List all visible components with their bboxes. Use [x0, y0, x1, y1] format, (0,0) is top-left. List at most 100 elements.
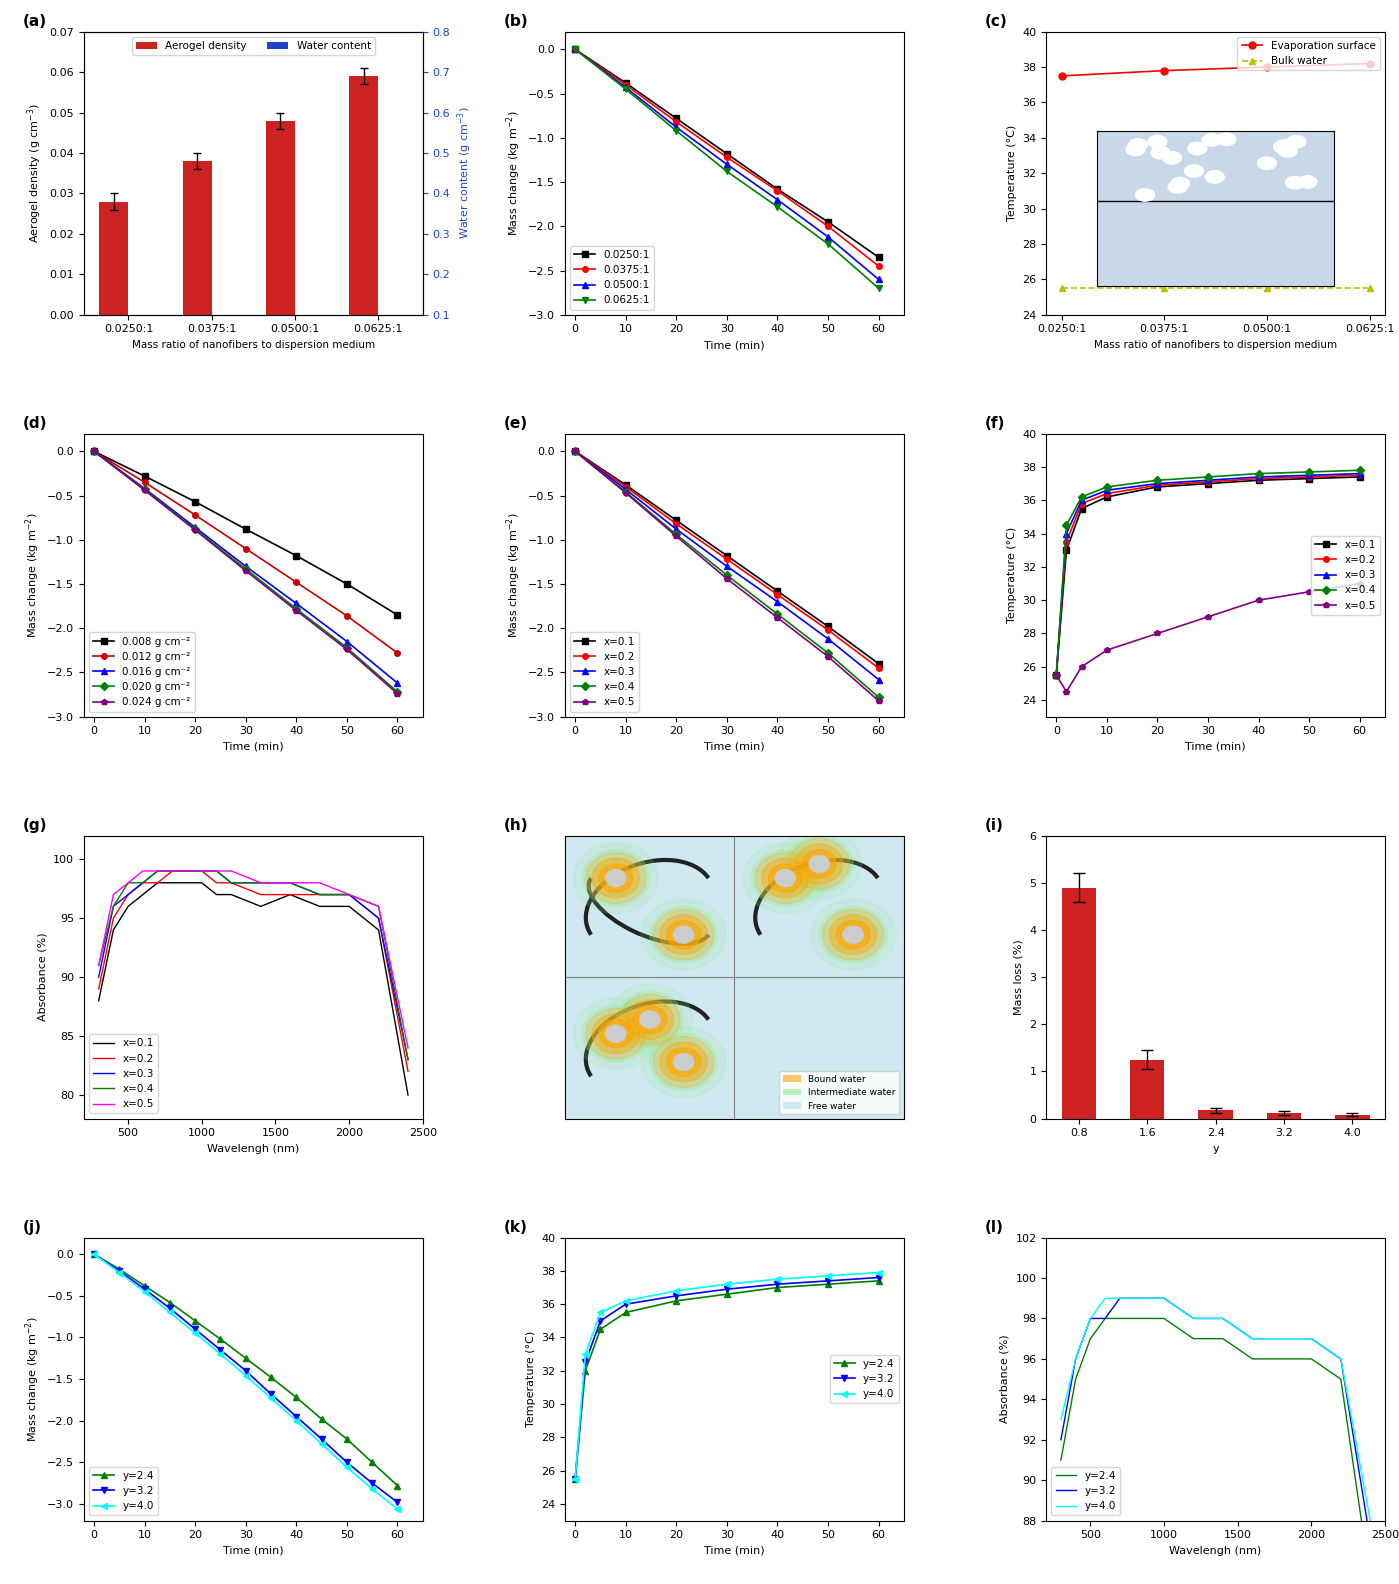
y=3.2 [238, 1361, 255, 1380]
x=0.4 [193, 862, 210, 881]
Evaporation surface [1156, 62, 1172, 81]
y=3.2 [339, 1453, 355, 1472]
0.0375:1 [769, 182, 786, 201]
x=0.2 [1048, 665, 1065, 684]
y=4.0 [1052, 1410, 1069, 1429]
x=0.2 [179, 862, 196, 881]
x=0.4 [311, 885, 327, 904]
0.0625:1 [719, 162, 736, 181]
x=0.3 [120, 885, 137, 904]
x=0.2 [1058, 532, 1074, 551]
Bar [129, 329, 158, 355]
Line: y=3.2: y=3.2 [1060, 1299, 1370, 1541]
Legend: y=2.4, y=3.2, y=4.0: y=2.4, y=3.2, y=4.0 [1052, 1467, 1121, 1516]
y=2.4 [389, 1476, 406, 1495]
x=0.3 [1251, 467, 1267, 486]
Text: (a): (a) [22, 14, 48, 29]
Bar [99, 201, 129, 315]
Text: (j): (j) [22, 1220, 42, 1236]
y=3.2 [1126, 1289, 1143, 1308]
Legend: x=0.1, x=0.2, x=0.3, x=0.4, x=0.5: x=0.1, x=0.2, x=0.3, x=0.4, x=0.5 [90, 1034, 158, 1114]
0.0500:1 [820, 228, 837, 247]
y=3.2 [1332, 1350, 1349, 1369]
Circle shape [625, 1000, 673, 1039]
x=0.4 [134, 873, 151, 892]
x=0.4 [1073, 488, 1090, 507]
y=3.2 [1142, 1289, 1158, 1308]
y=2.4 [592, 1319, 609, 1338]
Circle shape [673, 927, 694, 942]
x=0.1 [400, 1085, 417, 1104]
x=0.2 [150, 873, 166, 892]
y=2.4 [136, 1277, 152, 1296]
x=0.3 [1098, 482, 1115, 501]
Line: 0.024 g cm⁻²: 0.024 g cm⁻² [91, 448, 400, 697]
x=0.2 [870, 659, 887, 678]
Line: Bulk water: Bulk water [1058, 285, 1372, 291]
x=0.2 [1301, 467, 1318, 486]
x=0.4 [281, 873, 298, 892]
0.008 g cm⁻² [288, 546, 305, 565]
Evaporation surface [1259, 57, 1276, 76]
x=0.5 [208, 862, 225, 881]
x=0.3 [208, 862, 225, 881]
y=4.0 [389, 1500, 406, 1519]
y=3.2 [1111, 1289, 1128, 1308]
0.0625:1 [567, 40, 583, 59]
x=0.5 [1199, 607, 1216, 626]
x=0.4 [341, 885, 358, 904]
X-axis label: Time (min): Time (min) [704, 1546, 765, 1555]
Line: x=0.1: x=0.1 [99, 882, 409, 1095]
0.0500:1 [617, 78, 634, 97]
0.020 g cm⁻² [238, 559, 255, 578]
x=0.3 [1301, 466, 1318, 485]
Text: (c): (c) [985, 14, 1007, 29]
x=0.5 [1098, 640, 1115, 659]
Legend: x=0.1, x=0.2, x=0.3, x=0.4, x=0.5: x=0.1, x=0.2, x=0.3, x=0.4, x=0.5 [1311, 535, 1379, 615]
0.0625:1 [870, 279, 887, 298]
Circle shape [599, 1020, 632, 1049]
Circle shape [802, 849, 837, 878]
x=0.5 [1073, 657, 1090, 676]
x=0.2 [281, 885, 298, 904]
0.024 g cm⁻² [85, 442, 102, 461]
x=0.5 [311, 873, 327, 892]
Legend: 0.008 g cm⁻², 0.012 g cm⁻², 0.016 g cm⁻², 0.020 g cm⁻², 0.024 g cm⁻²: 0.008 g cm⁻², 0.012 g cm⁻², 0.016 g cm⁻²… [90, 632, 194, 711]
y=4.0 [1244, 1329, 1260, 1348]
Circle shape [842, 927, 863, 942]
y=3.2 [567, 1470, 583, 1489]
x=0.3 [1199, 470, 1216, 489]
y=4.0 [667, 1281, 684, 1300]
y=2.4 [1142, 1308, 1158, 1327]
x=0.4 [719, 565, 736, 584]
y=4.0 [1302, 1329, 1319, 1348]
Line: x=0.1: x=0.1 [1053, 474, 1363, 678]
x=0.5 [667, 527, 684, 546]
y=2.4 [187, 1312, 204, 1331]
Line: x=0.1: x=0.1 [572, 448, 881, 667]
Line: x=0.3: x=0.3 [99, 871, 409, 1060]
Circle shape [641, 1026, 726, 1098]
Y-axis label: Mass change (kg m$^{-2}$): Mass change (kg m$^{-2}$) [22, 512, 42, 638]
Text: (h): (h) [504, 817, 529, 833]
Circle shape [606, 870, 627, 887]
Circle shape [789, 838, 849, 889]
Line: x=0.4: x=0.4 [1053, 467, 1363, 678]
y=4.0 [1185, 1308, 1202, 1327]
Y-axis label: Temperature (°C): Temperature (°C) [1007, 125, 1017, 222]
X-axis label: Time (min): Time (min) [704, 341, 765, 350]
y=2.4 [85, 1245, 102, 1264]
Bar [378, 339, 407, 355]
0.008 g cm⁻² [238, 520, 255, 539]
Circle shape [796, 844, 842, 884]
y=4.0 [1111, 1289, 1128, 1308]
x=0.3 [400, 1050, 417, 1069]
x=0.1 [281, 885, 298, 904]
y=3.2 [592, 1312, 609, 1331]
Circle shape [653, 909, 713, 960]
Line: x=0.5: x=0.5 [99, 871, 409, 1049]
0.0500:1 [667, 117, 684, 136]
y=3.2 [1067, 1350, 1084, 1369]
y=3.2 [85, 1245, 102, 1264]
x=0.4 [820, 643, 837, 662]
